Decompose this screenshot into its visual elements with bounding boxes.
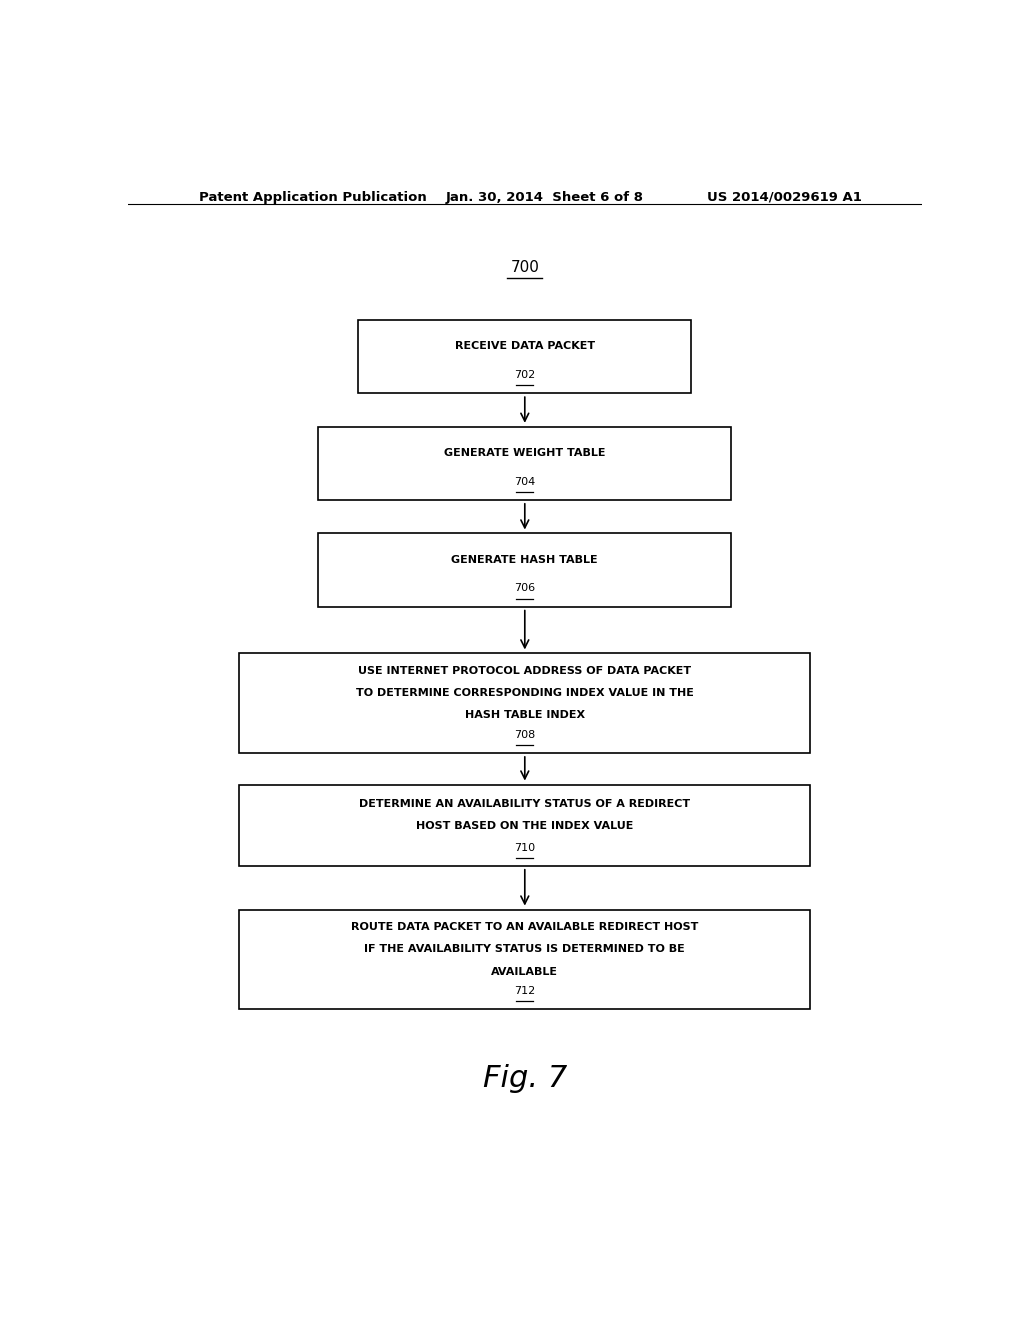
Bar (358, 319, 691, 393)
Text: Patent Application Publication: Patent Application Publication (200, 191, 427, 203)
Text: US 2014/0029619 A1: US 2014/0029619 A1 (708, 191, 862, 203)
Text: USE INTERNET PROTOCOL ADDRESS OF DATA PACKET: USE INTERNET PROTOCOL ADDRESS OF DATA PA… (358, 665, 691, 676)
Text: TO DETERMINE CORRESPONDING INDEX VALUE IN THE: TO DETERMINE CORRESPONDING INDEX VALUE I… (356, 688, 693, 698)
Text: DETERMINE AN AVAILABILITY STATUS OF A REDIRECT: DETERMINE AN AVAILABILITY STATUS OF A RE… (359, 799, 690, 809)
Text: GENERATE HASH TABLE: GENERATE HASH TABLE (452, 554, 598, 565)
Text: GENERATE WEIGHT TABLE: GENERATE WEIGHT TABLE (444, 449, 605, 458)
Text: 700: 700 (510, 260, 540, 275)
Bar (318, 426, 731, 500)
Text: 710: 710 (514, 842, 536, 853)
Text: 704: 704 (514, 477, 536, 487)
Text: RECEIVE DATA PACKET: RECEIVE DATA PACKET (455, 342, 595, 351)
Bar (240, 653, 811, 752)
Text: 712: 712 (514, 986, 536, 995)
Text: Jan. 30, 2014  Sheet 6 of 8: Jan. 30, 2014 Sheet 6 of 8 (445, 191, 643, 203)
Text: IF THE AVAILABILITY STATUS IS DETERMINED TO BE: IF THE AVAILABILITY STATUS IS DETERMINED… (365, 944, 685, 954)
Text: ROUTE DATA PACKET TO AN AVAILABLE REDIRECT HOST: ROUTE DATA PACKET TO AN AVAILABLE REDIRE… (351, 921, 698, 932)
Bar (240, 784, 811, 866)
Text: Fig. 7: Fig. 7 (482, 1064, 567, 1093)
Text: 708: 708 (514, 730, 536, 739)
Text: HASH TABLE INDEX: HASH TABLE INDEX (465, 710, 585, 721)
Bar (318, 533, 731, 607)
Bar (240, 909, 811, 1008)
Text: HOST BASED ON THE INDEX VALUE: HOST BASED ON THE INDEX VALUE (416, 821, 634, 832)
Text: AVAILABLE: AVAILABLE (492, 966, 558, 977)
Text: 702: 702 (514, 370, 536, 380)
Text: 706: 706 (514, 583, 536, 593)
